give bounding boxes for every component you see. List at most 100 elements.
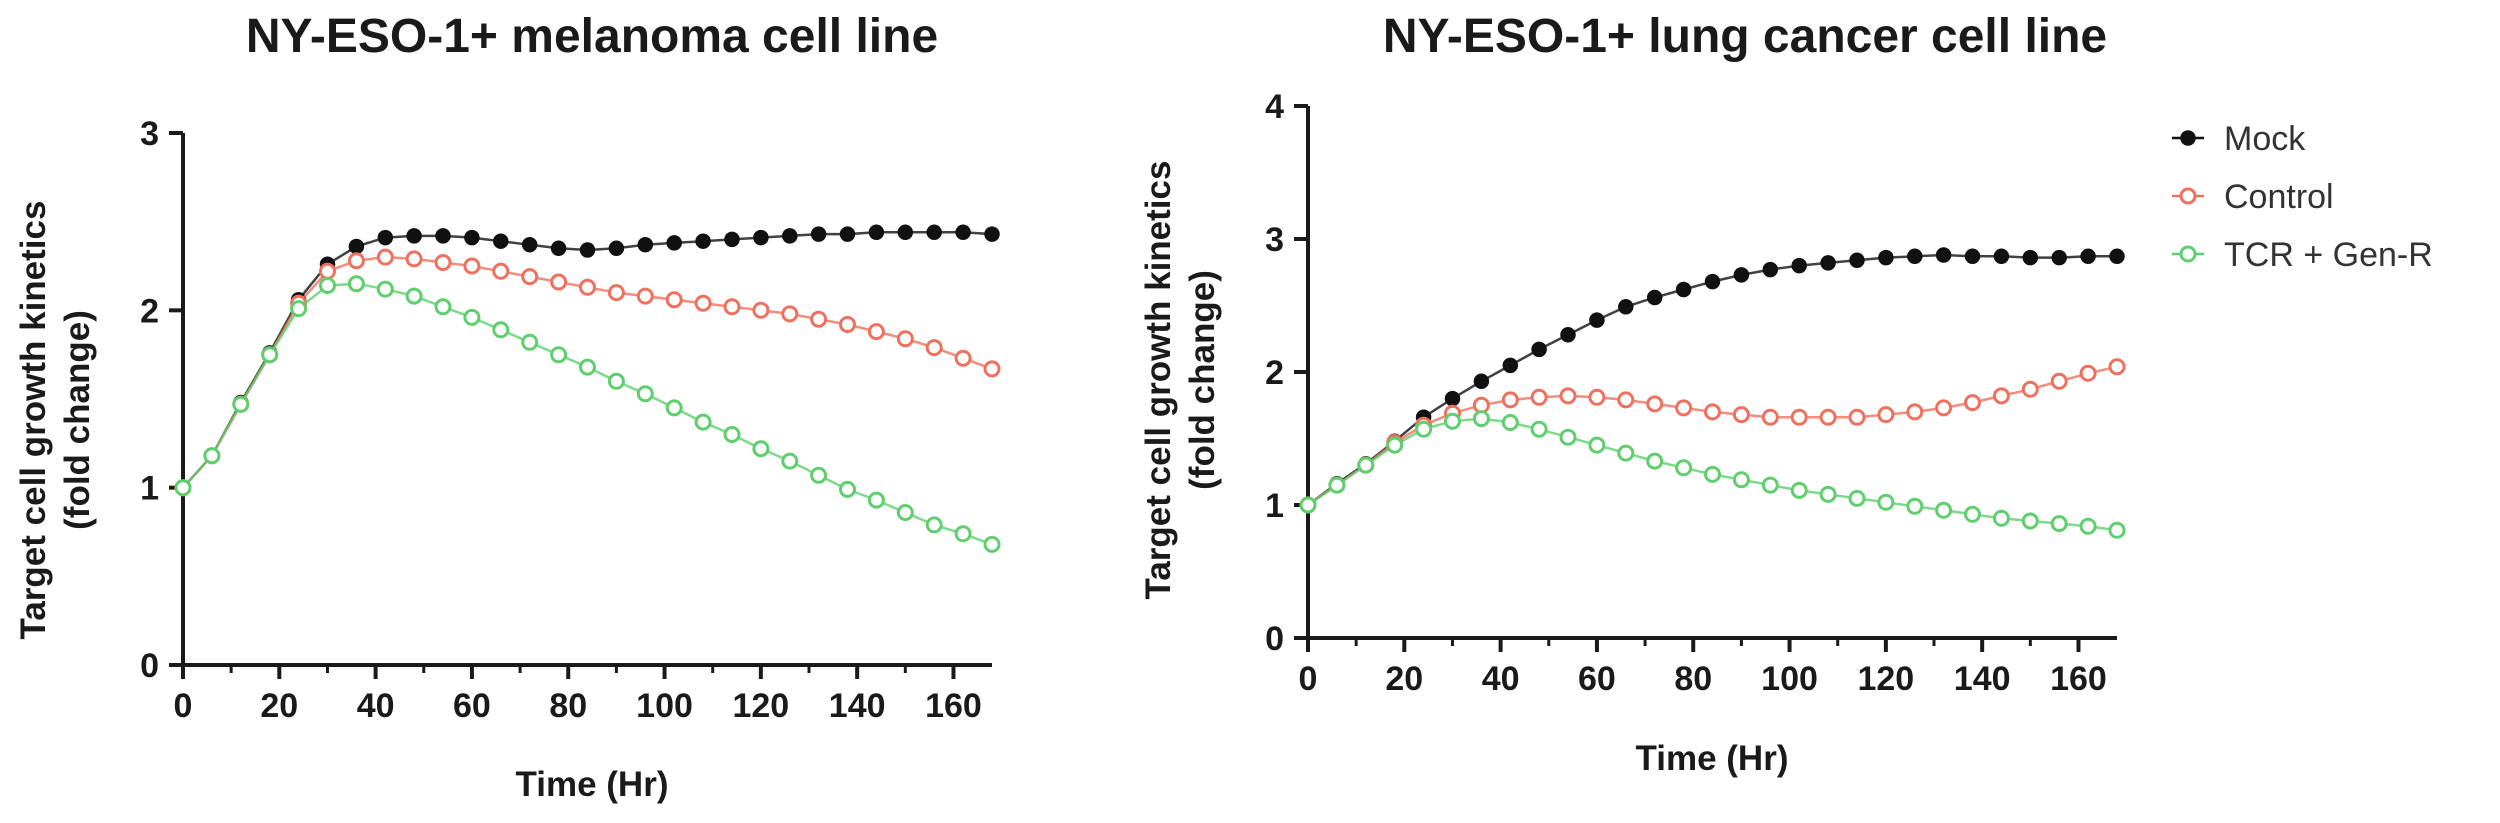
melanoma-control-point (636, 287, 654, 305)
lung-mock-point (1791, 257, 1807, 274)
legend-mock-marker (2180, 130, 2196, 146)
lung-tcr-point (1877, 493, 1895, 511)
melanoma-control-point (376, 248, 394, 266)
lung-y-tick-label: 4 (1265, 88, 1284, 126)
melanoma-mock-point (839, 226, 856, 242)
melanoma-tcr-point (607, 372, 625, 390)
lung-mock-point (1907, 248, 1923, 265)
lung-y-axis-label: Target cell growth kinetics (fold change… (1139, 161, 1222, 600)
lung-mock-point (1993, 248, 2010, 265)
lung-y-axis-label-line2: (fold change) (1183, 270, 1222, 490)
melanoma-tcr-point (723, 426, 741, 443)
melanoma-tcr-point (925, 516, 943, 534)
legend-control-marker (2179, 187, 2197, 205)
lung-mock-point (1646, 289, 1663, 306)
melanoma-x-tick-label: 100 (636, 687, 693, 725)
melanoma-control-point (607, 284, 625, 302)
melanoma-x-tick-label: 120 (732, 687, 789, 725)
lung-control-point (1761, 408, 1779, 426)
melanoma-x-tick-label: 140 (829, 687, 886, 725)
lung-tcr-point (1790, 481, 1808, 499)
melanoma-x-tick-label: 160 (925, 687, 982, 725)
lung-control-point (2079, 364, 2097, 382)
melanoma-tcr-point (463, 308, 481, 326)
melanoma-axes: 0 20 40 60 80 100 120 140 160 0 1 2 3 (140, 115, 992, 725)
melanoma-control-point (781, 305, 799, 323)
melanoma-control-point (925, 339, 943, 357)
melanoma-control-point (550, 273, 568, 291)
melanoma-y-tick-label: 2 (140, 292, 159, 330)
melanoma-mock-point (810, 226, 827, 242)
melanoma-control-point (665, 291, 683, 309)
melanoma-y-tick-label: 3 (140, 115, 159, 153)
lung-tcr-point (1617, 444, 1635, 462)
melanoma-tcr-point (319, 277, 336, 294)
lung-series (1299, 247, 2126, 539)
lung-axes: 0 20 40 60 80 100 120 140 160 0 1 2 3 4 (1265, 88, 2117, 698)
lung-control-point (2108, 358, 2126, 376)
melanoma-tcr-point (781, 452, 799, 470)
melanoma-mock-point (955, 224, 971, 241)
lung-y-tick-label: 2 (1265, 354, 1284, 392)
melanoma-mock-point (348, 238, 365, 255)
melanoma-mock-point (782, 228, 798, 244)
lung-mock-point (1675, 281, 1692, 298)
lung-tcr-point (1646, 452, 1664, 470)
melanoma-y-axis-label-line2: (fold change) (58, 310, 97, 530)
lung-tcr-point (1559, 428, 1577, 446)
melanoma-mock-point (550, 240, 567, 257)
melanoma-control-point (839, 316, 856, 333)
lung-tcr-point (1386, 436, 1404, 454)
melanoma-tcr-point (521, 333, 539, 351)
melanoma-x-tick-label: 60 (453, 687, 491, 725)
lung-tcr-point (1935, 501, 1953, 519)
lung-mock-point (1820, 255, 1836, 271)
lung-mock-point (1762, 261, 1779, 278)
legend-control-label: Control (2224, 178, 2334, 216)
lung-mock-point (1589, 312, 1605, 328)
melanoma-mock-point (406, 228, 422, 244)
lung-control-point (1964, 394, 1981, 412)
melanoma-tcr-point (434, 298, 452, 316)
lung-tcr-point (1588, 436, 1606, 454)
legend: Mock Control TCR + Gen-R (2172, 120, 2433, 274)
melanoma-control-point (983, 360, 1001, 378)
lung-control-point (1675, 399, 1693, 417)
lung-tcr-point (1964, 505, 1981, 523)
melanoma-control-point (434, 254, 452, 271)
melanoma-control-point (347, 252, 365, 270)
melanoma-tcr-point (579, 358, 596, 376)
melanoma-control-point (954, 349, 972, 367)
melanoma-mock-point (435, 228, 451, 244)
lung-control-point (1704, 403, 1721, 421)
lung-mock-point (1618, 299, 1634, 315)
melanoma-tcr-point (405, 287, 423, 305)
lung-control-point (1790, 408, 1808, 426)
lung-mock-point (2109, 248, 2125, 265)
melanoma-mock-point (868, 224, 885, 241)
lung-control-point (1646, 395, 1664, 413)
lung-control-point (1530, 388, 1548, 406)
melanoma-mock-point (753, 229, 769, 246)
lung-mock-point (2022, 249, 2039, 266)
melanoma-tcr-point (347, 275, 365, 293)
melanoma-tcr-point (983, 535, 1001, 553)
lung-x-tick-label: 40 (1482, 660, 1520, 698)
lung-tcr-point (1530, 420, 1548, 438)
lung-tcr-point (2050, 515, 2068, 533)
lung-tcr-point (1299, 496, 1317, 514)
lung-mock-point (1733, 267, 1750, 283)
melanoma-x-tick-label: 20 (260, 687, 298, 725)
melanoma-tcr-point (752, 440, 770, 458)
melanoma-chart-title: NY-ESO-1+ melanoma cell line (246, 10, 938, 63)
lung-mock-point (1531, 341, 1547, 358)
melanoma-tcr-point (550, 346, 568, 364)
lung-control-line (1307, 365, 2118, 507)
melanoma-tcr-point (174, 479, 192, 497)
melanoma-tcr-point (694, 413, 712, 431)
lung-tcr-point (2108, 521, 2126, 539)
melanoma-tcr-point (492, 321, 510, 339)
lung-tcr-point (1675, 459, 1693, 477)
melanoma-control-point (405, 250, 423, 268)
lung-x-tick-label: 0 (1299, 660, 1318, 698)
